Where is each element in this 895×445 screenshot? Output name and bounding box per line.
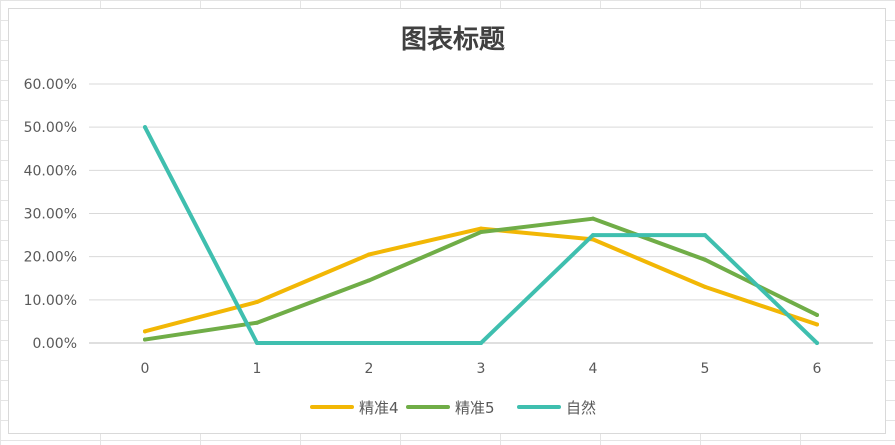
- data-point[interactable]: [703, 285, 707, 289]
- data-point[interactable]: [703, 233, 707, 237]
- data-point[interactable]: [255, 300, 259, 304]
- data-point[interactable]: [815, 322, 819, 326]
- y-tick-label: 30.00%: [24, 207, 77, 223]
- x-tick-label: 0: [141, 361, 150, 377]
- legend: 精准4 精准5 自然: [312, 399, 596, 417]
- series-line-2[interactable]: [145, 127, 817, 343]
- series-lines: [143, 125, 819, 345]
- data-point[interactable]: [815, 313, 819, 317]
- y-tick-label: 40.00%: [24, 163, 77, 179]
- data-point[interactable]: [367, 278, 371, 282]
- x-tick-label: 4: [589, 361, 598, 377]
- data-point[interactable]: [255, 341, 259, 345]
- y-tick-label: 50.00%: [24, 120, 77, 136]
- x-tick-label: 1: [253, 361, 262, 377]
- data-point[interactable]: [703, 258, 707, 262]
- chart-title: 图表标题: [401, 25, 505, 55]
- x-tick-label: 6: [813, 361, 822, 377]
- data-point[interactable]: [479, 230, 483, 234]
- data-point[interactable]: [367, 341, 371, 345]
- x-tick-label: 2: [365, 361, 374, 377]
- y-tick-label: 20.00%: [24, 250, 77, 266]
- data-point[interactable]: [143, 338, 147, 342]
- y-tick-label: 0.00%: [33, 336, 77, 352]
- data-point[interactable]: [815, 341, 819, 345]
- data-point[interactable]: [255, 321, 259, 325]
- y-axis-tick-labels: 0.00% 10.00% 20.00% 30.00% 40.00% 50.00% 60.00…: [24, 77, 77, 352]
- x-axis-tick-labels: 0 1 2 3 4 5 6: [141, 361, 822, 377]
- data-point[interactable]: [591, 217, 595, 221]
- x-tick-label: 3: [477, 361, 486, 377]
- y-tick-label: 10.00%: [24, 293, 77, 309]
- data-point[interactable]: [143, 125, 147, 129]
- legend-label: 自然: [566, 399, 596, 417]
- data-point[interactable]: [367, 253, 371, 257]
- data-point[interactable]: [143, 329, 147, 333]
- data-point[interactable]: [591, 233, 595, 237]
- legend-label: 精准4: [359, 399, 399, 417]
- y-tick-label: 60.00%: [24, 77, 77, 93]
- x-tick-label: 5: [701, 361, 710, 377]
- data-point[interactable]: [479, 341, 483, 345]
- legend-label: 精准5: [455, 399, 495, 417]
